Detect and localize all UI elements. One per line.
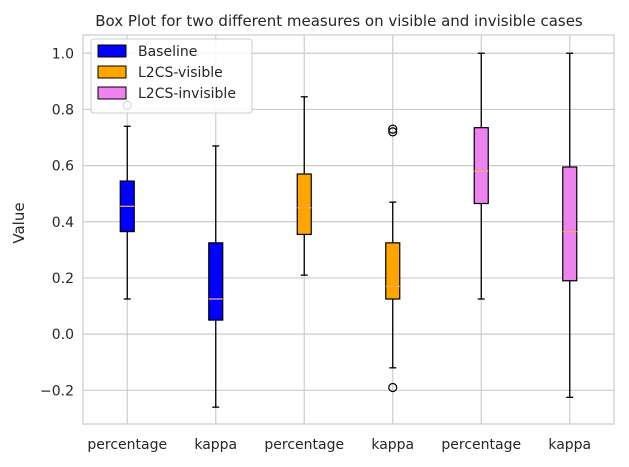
box-iqr: [473, 127, 489, 205]
box-4: [385, 124, 401, 393]
y-tick-label: 0.6: [52, 159, 74, 175]
outlier-point: [388, 127, 398, 137]
legend-box: [90, 38, 253, 114]
x-tick-label: kappa: [371, 437, 414, 453]
outlier-point: [388, 382, 398, 393]
box-iqr: [208, 242, 224, 321]
x-tick-label: percentage: [87, 437, 167, 453]
box-iqr: [385, 242, 401, 300]
box-iqr: [562, 166, 578, 282]
x-tick-label: kappa: [194, 437, 237, 453]
box-5: [473, 52, 489, 300]
legend-label: L2CS-visible: [138, 65, 223, 81]
chart-title: Box Plot for two different measures on v…: [95, 12, 583, 30]
x-tick-label: percentage: [441, 437, 521, 453]
box-iqr: [296, 173, 312, 236]
outlier-point: [388, 124, 398, 134]
legend: Baseline L2CS-visible L2CS-invisible: [90, 38, 253, 114]
legend-swatch: [97, 86, 127, 100]
y-tick-label: 1.0: [52, 46, 74, 62]
y-tick-label: 0.8: [52, 102, 74, 118]
y-tick-label: −0.2: [40, 383, 74, 399]
x-tick-label: percentage: [264, 437, 344, 453]
y-tick-label: 0.4: [52, 215, 74, 231]
legend-label: Baseline: [138, 44, 197, 60]
box-2: [208, 145, 224, 408]
legend-swatch: [97, 44, 127, 58]
y-tick-label: 0.0: [52, 327, 74, 343]
legend-swatch: [97, 65, 127, 79]
x-tick-label: kappa: [548, 437, 591, 453]
y-axis-label: Value: [10, 202, 28, 243]
y-tick-label: 0.2: [52, 271, 74, 287]
legend-label: L2CS-invisible: [138, 86, 236, 102]
box-6: [562, 52, 578, 398]
plot-frame: [82, 34, 615, 425]
axes: −0.2 0.0 0.2 0.4 0.6 0.8 1.0 percentage kappa per…: [40, 34, 615, 453]
box-3: [296, 96, 312, 276]
boxes: [119, 52, 578, 408]
